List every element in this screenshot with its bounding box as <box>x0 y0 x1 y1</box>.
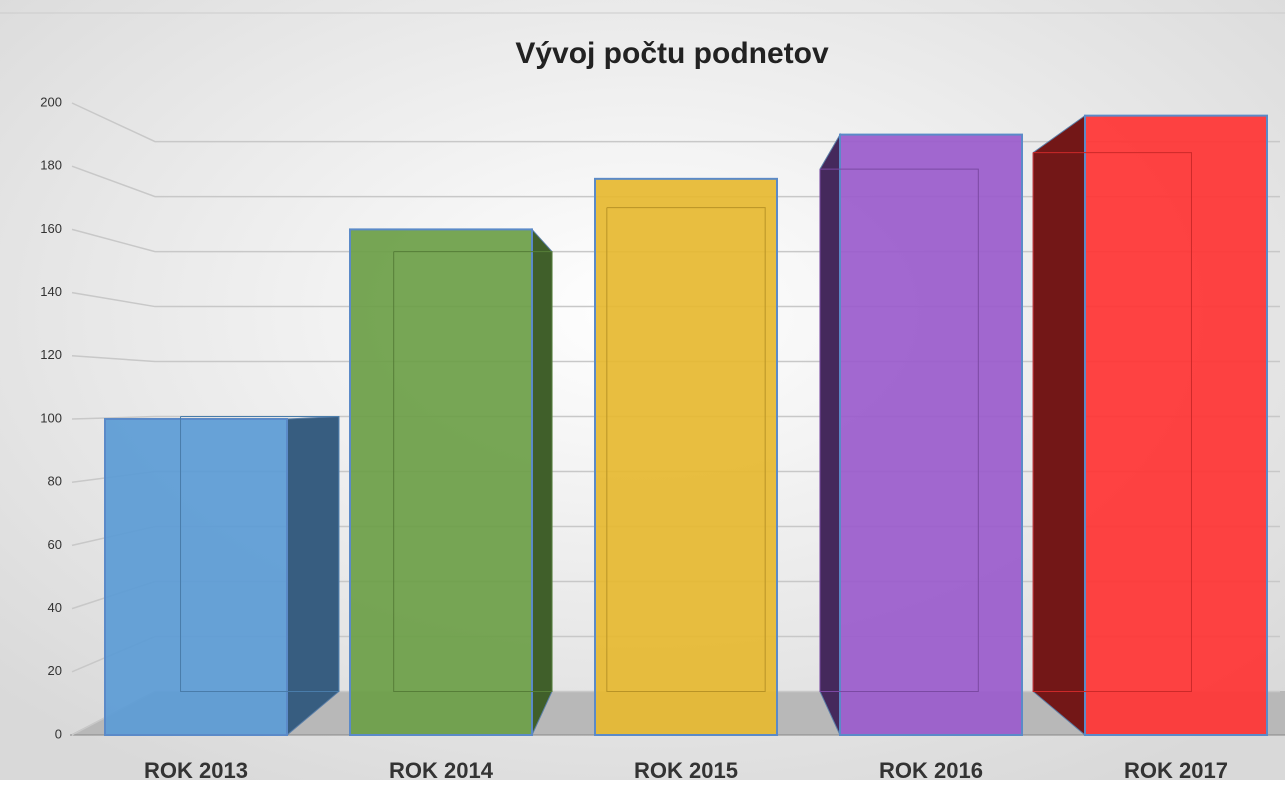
y-tick-label: 80 <box>48 474 62 489</box>
bar <box>349 228 533 736</box>
x-tick-label: ROK 2017 <box>1124 758 1228 780</box>
y-tick-label: 120 <box>40 347 62 362</box>
y-tick-label: 0 <box>55 726 62 741</box>
bar <box>839 133 1023 737</box>
y-tick-label: 40 <box>48 600 62 615</box>
bar-side <box>1032 114 1086 737</box>
y-tick-label: 200 <box>40 94 62 109</box>
y-tick-label: 60 <box>48 537 62 552</box>
bar-side <box>819 132 841 736</box>
y-tick-label: 100 <box>40 410 62 425</box>
y-tick-label: 140 <box>40 284 62 299</box>
y-tick-label: 180 <box>40 158 62 173</box>
bar-edge <box>393 251 553 692</box>
bar-edge <box>180 416 340 692</box>
bar-edge <box>819 168 979 692</box>
bar <box>594 177 778 736</box>
bar <box>104 418 288 736</box>
chart-title: Vývoj počtu podnetov <box>515 37 829 70</box>
x-tick-label: ROK 2014 <box>389 758 494 780</box>
bar-edge <box>606 207 766 692</box>
x-tick-label: ROK 2013 <box>144 758 248 780</box>
bar-edge <box>1032 152 1192 692</box>
bar <box>1084 114 1268 736</box>
x-tick-label: ROK 2015 <box>634 758 738 780</box>
y-tick-label: 160 <box>40 221 62 236</box>
bar-side <box>286 416 340 737</box>
y-tick-label: 20 <box>48 663 62 678</box>
bar-side <box>531 228 553 736</box>
x-tick-label: ROK 2016 <box>879 758 983 780</box>
